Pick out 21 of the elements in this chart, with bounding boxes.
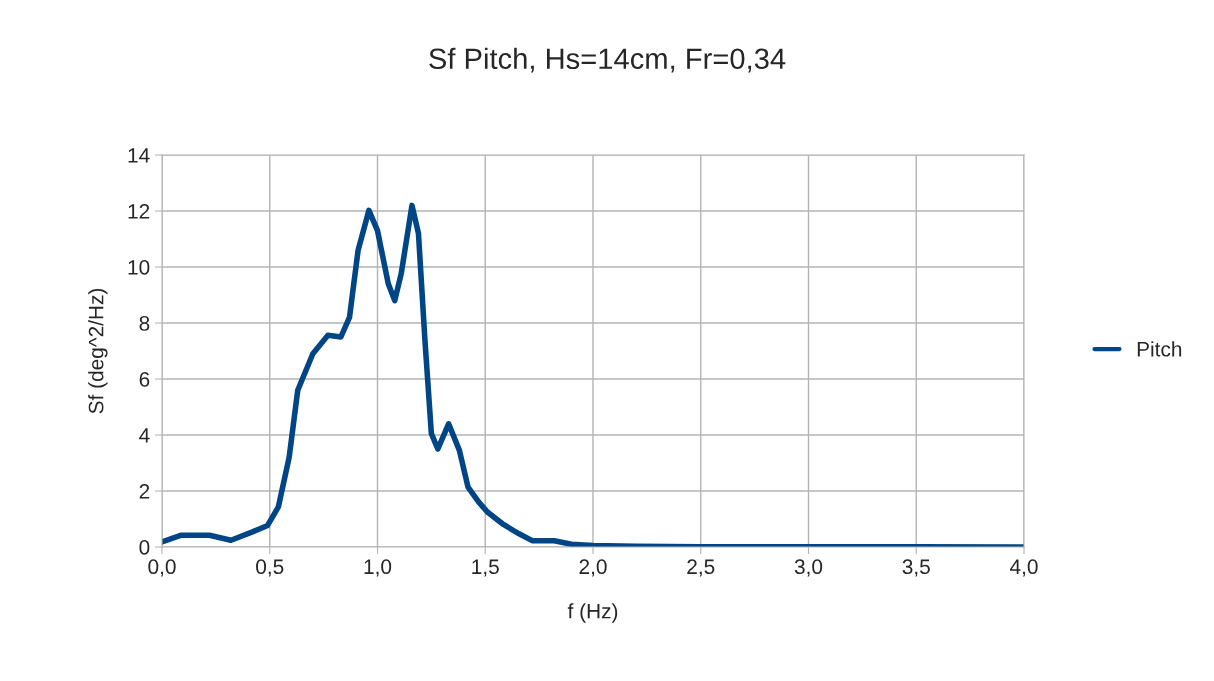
x-tick-label: 3,0 [794, 559, 823, 577]
y-tick-label: 8 [139, 316, 150, 331]
y-tick-label: 4 [139, 428, 150, 443]
x-axis-title: f (Hz) [567, 603, 618, 623]
x-tick-label: 0,0 [148, 559, 176, 577]
y-tick-label: 12 [128, 204, 150, 219]
y-tick-label: 0 [139, 540, 150, 555]
x-tick-label: 4,0 [1010, 559, 1038, 577]
y-tick-label: 14 [128, 148, 150, 163]
x-tick-label: 1,0 [364, 559, 392, 577]
y-axis-title: Sf (deg^2/Hz) [88, 288, 108, 414]
legend-label: Pitch [1137, 341, 1182, 357]
x-tick-label: 3,5 [902, 559, 930, 577]
x-tick-label: 0,5 [256, 559, 284, 577]
y-tick-label: 10 [128, 260, 150, 275]
x-tick-label: 1,5 [472, 559, 499, 577]
chart-title: Sf Pitch, Hs=14cm, Fr=0,34 [429, 47, 786, 73]
x-tick-label: 2,5 [687, 559, 715, 577]
y-tick-label: 2 [139, 484, 150, 499]
x-tick-label: 2,0 [579, 559, 607, 577]
y-tick-label: 6 [139, 372, 150, 387]
